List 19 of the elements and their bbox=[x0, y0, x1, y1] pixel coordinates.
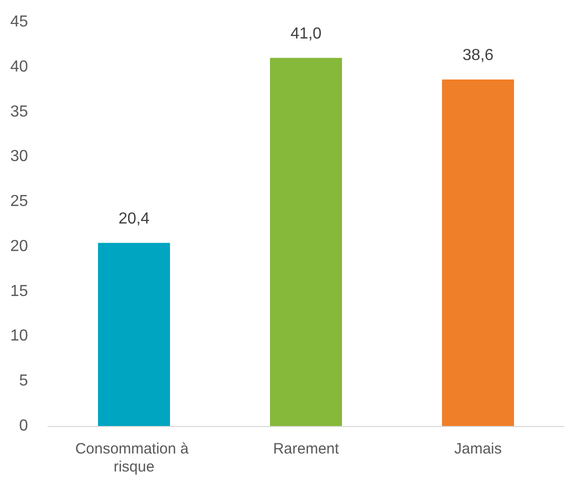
bar bbox=[98, 242, 170, 426]
data-label: 20,4 bbox=[118, 210, 150, 228]
data-label: 38,6 bbox=[462, 46, 494, 64]
y-tick-label: 0 bbox=[19, 418, 28, 434]
y-tick-label: 10 bbox=[10, 328, 28, 345]
x-tick-label: Rarement bbox=[273, 440, 340, 458]
y-tick-label: 45 bbox=[10, 14, 28, 30]
data-label: 41,0 bbox=[290, 25, 322, 42]
y-tick-label: 20 bbox=[10, 238, 28, 255]
y-tick-label: 35 bbox=[10, 103, 28, 120]
y-tick-label: 30 bbox=[10, 148, 28, 166]
y-tick-label: 40 bbox=[10, 58, 28, 76]
x-tick-label: Jamais bbox=[454, 440, 502, 458]
bar bbox=[270, 58, 342, 426]
x-tick-label: Consommation à risque bbox=[75, 440, 193, 476]
y-tick-label: 25 bbox=[10, 193, 28, 210]
y-tick-label: 15 bbox=[10, 282, 28, 300]
y-tick-label: 5 bbox=[19, 372, 28, 390]
bar bbox=[442, 79, 514, 426]
